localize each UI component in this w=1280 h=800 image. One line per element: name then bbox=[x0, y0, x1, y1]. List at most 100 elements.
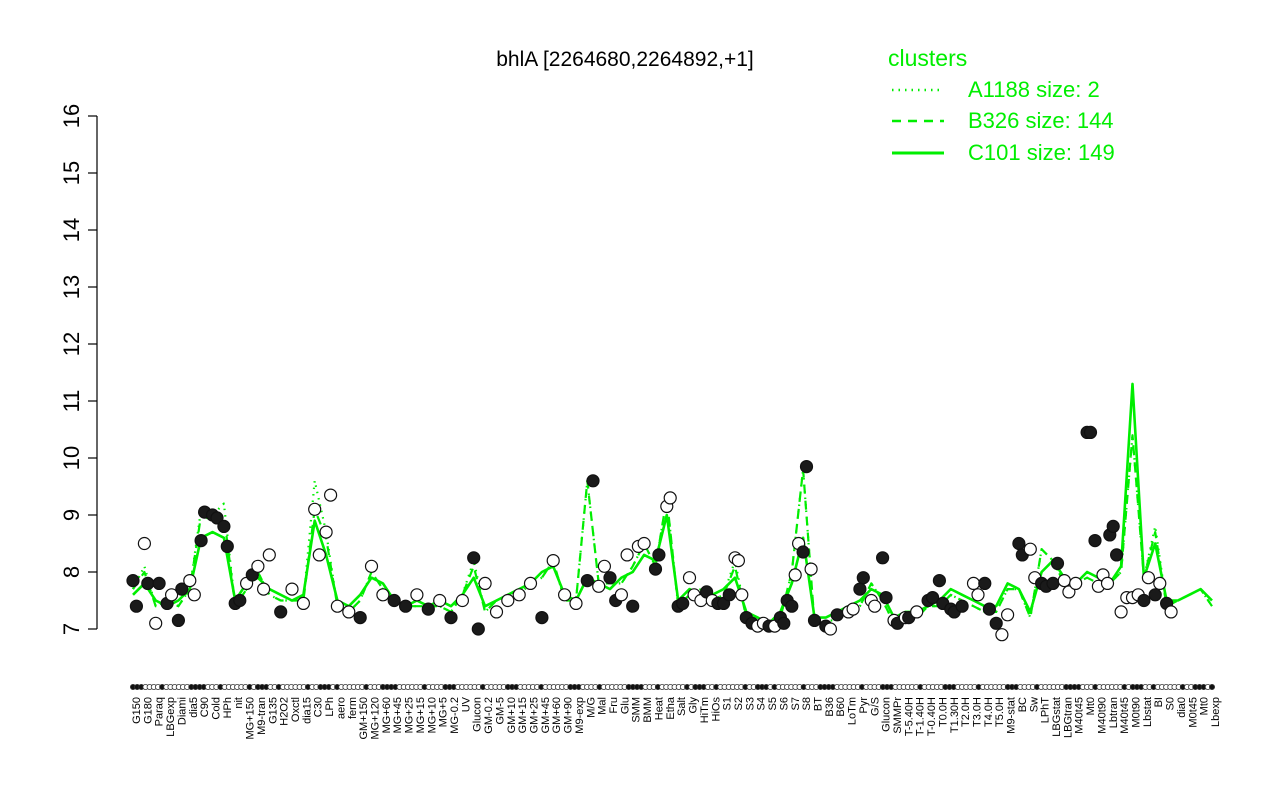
x-tick-label: S3 bbox=[744, 697, 756, 710]
y-tick-label: 8 bbox=[59, 566, 84, 578]
data-point bbox=[175, 582, 189, 596]
x-tick-label: GM+15 bbox=[517, 697, 529, 733]
x-tick-label: T5.0H bbox=[994, 697, 1006, 727]
data-point bbox=[637, 536, 651, 551]
data-point bbox=[262, 548, 276, 562]
data-point bbox=[663, 491, 677, 505]
x-tick-label: GM-5 bbox=[494, 697, 506, 725]
data-point bbox=[580, 573, 594, 588]
series-line-dashed bbox=[132, 434, 1213, 631]
x-tick-label: SMM bbox=[631, 697, 643, 723]
data-point bbox=[830, 608, 844, 622]
data-point bbox=[210, 511, 224, 525]
data-point bbox=[799, 460, 814, 474]
data-point bbox=[171, 613, 185, 628]
data-point bbox=[376, 588, 390, 602]
data-point bbox=[467, 551, 481, 565]
data-point bbox=[233, 593, 247, 608]
data-point bbox=[932, 573, 947, 588]
data-point bbox=[1023, 542, 1037, 556]
x-tick-label: GM+45 bbox=[540, 697, 552, 733]
x-tick-label: MG+10 bbox=[426, 697, 438, 733]
data-point bbox=[1057, 573, 1071, 588]
chart-title: bhlA [2264680,2264892,+1] bbox=[496, 48, 754, 71]
y-tick-label: 11 bbox=[59, 390, 84, 413]
data-point bbox=[586, 474, 600, 488]
x-tick-label: MG+25 bbox=[404, 697, 416, 733]
x-tick-label: T2.0H bbox=[960, 697, 972, 727]
data-point bbox=[868, 599, 882, 613]
x-tick-label: Mt0 bbox=[1085, 697, 1097, 715]
x-tick-label: T1.30H bbox=[949, 697, 961, 733]
x-tick-label: LBGexp bbox=[165, 697, 177, 737]
y-axis: 7 8 9 10 11 12 13 14 15 16 bbox=[59, 104, 98, 635]
data-point bbox=[141, 576, 155, 591]
x-tick-label: SMMPr bbox=[892, 697, 904, 734]
x-tick-label: G135 bbox=[267, 697, 279, 724]
data-point bbox=[296, 596, 310, 611]
data-point bbox=[978, 576, 992, 591]
x-tick-label: nit bbox=[233, 697, 245, 709]
y-tick-label: 7 bbox=[59, 623, 84, 635]
legend: clusters A1188 size: 2 B326 size: 144 C101… bbox=[888, 45, 1115, 165]
x-tick-label: LPhT bbox=[1040, 697, 1052, 724]
data-point bbox=[489, 605, 504, 619]
data-point bbox=[1114, 605, 1128, 619]
data-point bbox=[308, 502, 322, 516]
x-tick-label: M40t45 bbox=[1074, 697, 1086, 734]
x-tick-label: S1 bbox=[722, 697, 734, 710]
x-tick-label: Glucon bbox=[881, 697, 893, 732]
x-tick-label: BI bbox=[1153, 697, 1165, 707]
y-tick-label: 14 bbox=[59, 218, 84, 242]
data-point bbox=[856, 571, 870, 585]
data-point bbox=[557, 588, 572, 602]
data-point bbox=[731, 553, 746, 568]
x-tick-label: M9-tran bbox=[256, 697, 268, 735]
x-tick-label: M40t90 bbox=[1096, 697, 1108, 734]
data-point bbox=[788, 568, 802, 582]
x-tick-label: HiTm bbox=[699, 697, 711, 723]
data-point bbox=[807, 613, 822, 628]
legend-title: clusters bbox=[888, 45, 967, 71]
data-point bbox=[274, 605, 288, 619]
data-point bbox=[152, 576, 166, 591]
data-point bbox=[620, 548, 634, 562]
x-tick-label: S6 bbox=[778, 697, 790, 710]
x-tick-label: M9-stat bbox=[1006, 697, 1018, 734]
data-point bbox=[1100, 576, 1115, 591]
data-point bbox=[955, 599, 969, 613]
x-tick-label: B36 bbox=[824, 697, 836, 717]
data-point bbox=[676, 596, 690, 611]
series-lines bbox=[132, 382, 1213, 631]
y-tick-label: 13 bbox=[59, 275, 84, 299]
x-tick-label: M/G bbox=[585, 697, 597, 718]
data-point bbox=[353, 610, 367, 625]
data-point bbox=[1000, 608, 1015, 622]
data-point bbox=[444, 610, 458, 625]
data-point bbox=[324, 488, 338, 502]
data-point bbox=[478, 576, 492, 591]
data-point bbox=[535, 610, 549, 625]
data-point bbox=[1062, 585, 1076, 599]
x-tick-label: LPh bbox=[324, 697, 336, 717]
x-tick-label: GM+60 bbox=[551, 697, 563, 733]
data-point bbox=[1088, 533, 1102, 548]
data-point bbox=[966, 576, 981, 591]
data-point bbox=[925, 590, 940, 605]
data-point bbox=[777, 616, 791, 630]
data-point bbox=[1083, 425, 1098, 439]
data-point bbox=[652, 548, 666, 562]
data-point bbox=[1148, 588, 1162, 602]
x-tick-label: Mt0 bbox=[1199, 697, 1211, 715]
rug bbox=[129, 684, 1216, 691]
x-tick-label: MG+60 bbox=[381, 697, 393, 733]
x-tick-label: Fru bbox=[608, 697, 620, 714]
data-point bbox=[879, 590, 893, 605]
x-tick-label: dia0 bbox=[1176, 697, 1188, 718]
data-point bbox=[1137, 593, 1151, 608]
x-tick-label: GM+25 bbox=[529, 697, 541, 733]
x-tick-label: Lbtran bbox=[1108, 697, 1120, 728]
x-tick-label: Pyr bbox=[858, 697, 870, 714]
data-point bbox=[342, 605, 356, 619]
data-point bbox=[387, 593, 401, 608]
